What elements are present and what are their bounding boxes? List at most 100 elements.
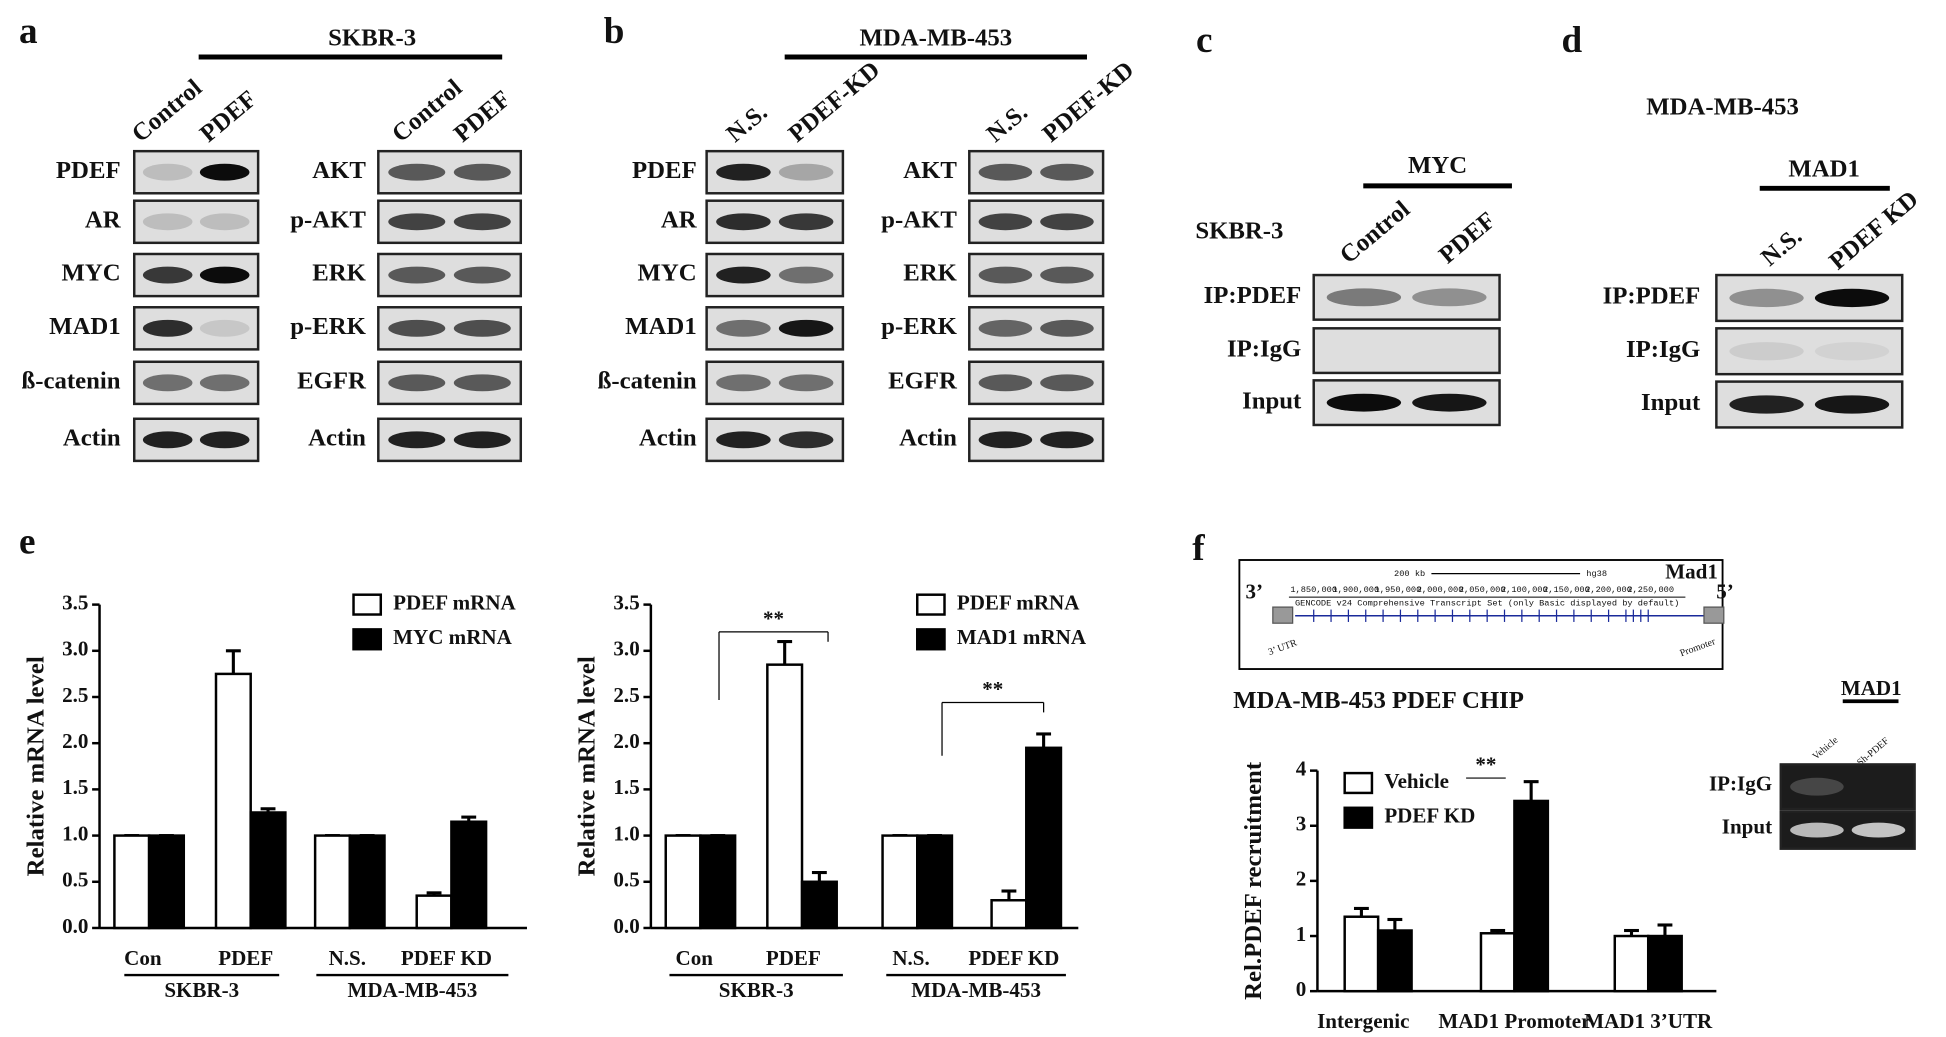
band [716, 319, 771, 337]
band [142, 431, 193, 449]
band [1040, 266, 1094, 284]
band [453, 163, 511, 181]
lane-label: Control [1335, 196, 1415, 270]
target-label: MAD1 [1788, 156, 1860, 183]
x-tick-label: MAD1 Promoter [1438, 1009, 1590, 1033]
legend-label: MAD1 mRNA [957, 625, 1087, 649]
band [388, 431, 446, 449]
row-label: p-AKT [881, 206, 957, 233]
lane-label: Vehicle [1811, 734, 1841, 762]
band [1040, 431, 1094, 449]
x-tick-label: Con [124, 946, 162, 970]
y-tick-label: 1 [1296, 922, 1307, 946]
browser-coord: 2,250,000 [1627, 585, 1674, 595]
row-label: AR [661, 206, 698, 233]
band [1040, 163, 1094, 181]
row-label: Actin [639, 425, 697, 452]
row-label: p-ERK [290, 313, 366, 340]
lane-label: N.S. [982, 99, 1033, 148]
bar [113, 834, 151, 930]
band [142, 374, 193, 392]
row-label: AR [85, 206, 122, 233]
panel-letter: c [1196, 20, 1213, 61]
significance-label: ** [982, 677, 1003, 701]
row-label: IP:IgG [1709, 771, 1772, 795]
lane-label: N.S. [722, 99, 773, 148]
row-label: ß-catenin [598, 368, 697, 395]
band [453, 374, 511, 392]
y-tick-label: 1.0 [613, 821, 639, 845]
band [453, 266, 511, 284]
row-label: Input [1641, 389, 1701, 416]
band [199, 374, 250, 392]
y-tick-label: 1.0 [62, 821, 88, 845]
y-tick-label: 2.5 [613, 683, 639, 707]
row-label: p-AKT [290, 206, 366, 233]
band [978, 374, 1033, 392]
band [778, 374, 834, 392]
band [1851, 822, 1906, 838]
y-tick-label: 3.0 [62, 637, 88, 661]
browser-track: GENCODE v24 Comprehensive Transcript Set… [1295, 599, 1679, 609]
x-tick-label: PDEF [766, 946, 821, 970]
cell-line-label: SKBR-3 [1195, 218, 1283, 245]
band [716, 213, 771, 231]
bar [147, 834, 186, 930]
x-tick-label: N.S. [329, 946, 366, 970]
row-label: IP:PDEF [1204, 282, 1302, 309]
lane-label: PDEF KD [1824, 186, 1923, 276]
bar [1513, 799, 1550, 993]
bar [766, 663, 804, 930]
utr-box [1272, 606, 1294, 624]
y-tick-label: 0.5 [613, 868, 639, 892]
band [388, 213, 446, 231]
browser-coord: 2,200,000 [1585, 585, 1632, 595]
significance-label: ** [1475, 753, 1496, 777]
blot-box [1715, 327, 1904, 376]
bar [990, 899, 1028, 930]
band [453, 431, 511, 449]
panel-letter: e [19, 522, 36, 563]
lane-label: PDEF-KD [784, 56, 886, 147]
row-label: PDEF [632, 157, 697, 184]
band [1040, 319, 1094, 337]
row-label: EGFR [297, 368, 367, 395]
band [1814, 342, 1890, 361]
row-label: Actin [308, 425, 366, 452]
band [388, 319, 446, 337]
band [388, 374, 446, 392]
x-tick-label: Con [676, 946, 714, 970]
bar [1025, 746, 1063, 930]
x-tick-label: PDEF [218, 946, 273, 970]
lane-label: N.S. [1756, 223, 1807, 272]
panel-letter: f [1192, 528, 1205, 569]
lane-label: Control [127, 74, 207, 148]
band [778, 431, 834, 449]
row-label: PDEF [56, 157, 121, 184]
browser-coord: 1,900,000 [1332, 585, 1379, 595]
browser-coord: 2,000,000 [1417, 585, 1464, 595]
browser-assembly: hg38 [1586, 569, 1607, 579]
panel-letter: b [604, 11, 625, 52]
y-tick-label: 1.5 [613, 775, 639, 799]
legend-swatch [1343, 771, 1374, 795]
y-tick-label: 3.0 [613, 637, 639, 661]
y-tick-label: 3.5 [62, 590, 88, 614]
y-tick-label: 0.0 [62, 914, 88, 938]
band [1326, 393, 1402, 412]
bar [800, 880, 838, 930]
band [1814, 288, 1890, 308]
legend-swatch [916, 628, 946, 651]
browser-box [1238, 559, 1724, 670]
y-axis-label: Relative mRNA level [22, 656, 49, 876]
bar [249, 811, 287, 930]
y-tick-label: 0 [1296, 977, 1307, 1001]
x-tick-label: PDEF KD [968, 946, 1059, 970]
band [778, 319, 834, 337]
row-label: MYC [638, 260, 697, 287]
y-tick-label: 2.0 [62, 729, 88, 753]
browser-scale: 200 kb [1394, 569, 1425, 579]
legend-label: PDEF mRNA [393, 590, 516, 614]
band [978, 319, 1033, 337]
band [1412, 288, 1487, 307]
